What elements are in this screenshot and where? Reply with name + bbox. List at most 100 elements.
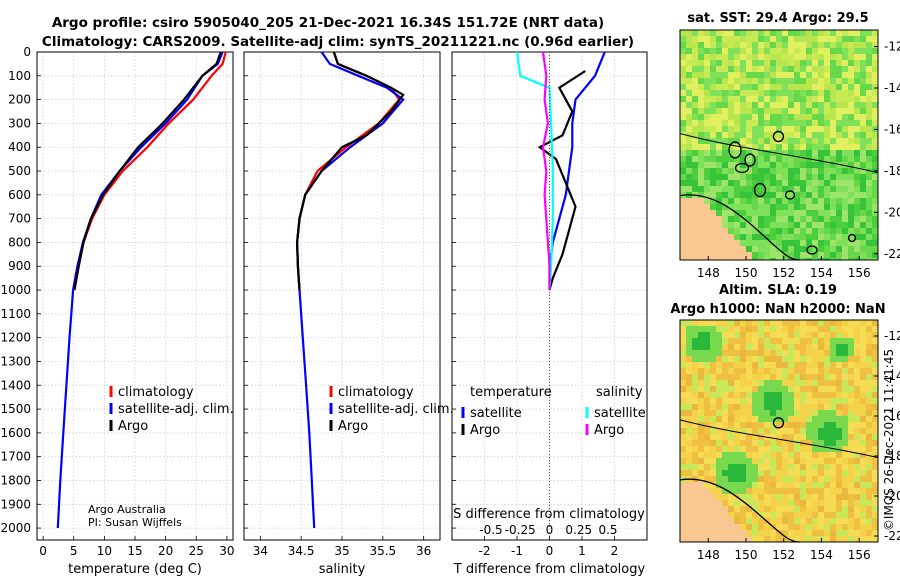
map-cell: [818, 156, 824, 162]
map-cell: [686, 392, 692, 398]
map-cell: [722, 368, 728, 374]
map-cell: [752, 386, 758, 392]
map-cell: [860, 428, 866, 434]
map-cell: [860, 422, 866, 428]
map-cell: [758, 500, 764, 506]
map-cell: [728, 518, 734, 524]
y-tick-label: -12: [884, 329, 900, 343]
map-cell: [770, 36, 776, 42]
map-cell: [782, 78, 788, 84]
map-cell: [788, 422, 794, 428]
map-cell: [866, 138, 872, 144]
map-cell: [866, 380, 872, 386]
map-cell: [770, 120, 776, 126]
map-cell: [782, 326, 788, 332]
map-cell: [812, 518, 818, 524]
map-cell: [728, 524, 734, 530]
map-cell: [692, 246, 698, 252]
map-cell: [794, 120, 800, 126]
map-cell: [716, 198, 722, 204]
map-cell: [758, 530, 764, 536]
map-cell: [848, 512, 854, 518]
map-cell: [770, 252, 776, 258]
map-cell: [752, 108, 758, 114]
series-line: [295, 51, 401, 291]
map-cell: [782, 150, 788, 156]
map-cell: [722, 204, 728, 210]
map-cell: [812, 150, 818, 156]
map-cell: [716, 240, 722, 246]
x-tick-label: 30: [219, 544, 234, 558]
map-cell: [752, 198, 758, 204]
map-cell: [728, 42, 734, 48]
map-cell: [728, 54, 734, 60]
map-cell: [728, 66, 734, 72]
map-cell: [866, 210, 872, 216]
map-cell: [788, 398, 794, 404]
map-cell: [788, 446, 794, 452]
map-cell: [824, 174, 830, 180]
map-cell: [800, 422, 806, 428]
map-cell: [860, 186, 866, 192]
map-cell: [752, 332, 758, 338]
map-cell: [698, 210, 704, 216]
map-cell: [752, 530, 758, 536]
map-cell: [806, 144, 812, 150]
map-cell: [776, 72, 782, 78]
map-cell: [716, 246, 722, 252]
map-cell: [794, 30, 800, 36]
map-cell: [680, 138, 686, 144]
map-cell: [842, 392, 848, 398]
y-tick-label: 200: [8, 93, 31, 107]
map-cell: [722, 506, 728, 512]
map-cell: [698, 234, 704, 240]
map-cell: [830, 216, 836, 222]
legend-label: Argo: [118, 419, 148, 434]
map-cell: [740, 338, 746, 344]
map-cell: [860, 416, 866, 422]
map-cell: [758, 174, 764, 180]
series-line: [537, 70, 586, 291]
map-cell: [806, 482, 812, 488]
map-cell: [746, 126, 752, 132]
map-cell: [770, 494, 776, 500]
map-cell: [872, 258, 878, 260]
map-cell: [692, 216, 698, 222]
map-cell: [716, 488, 722, 494]
map-cell: [806, 416, 812, 422]
map-cell: [686, 216, 692, 222]
map-cell: [686, 144, 692, 150]
map-cell: [722, 42, 728, 48]
map-cell: [740, 434, 746, 440]
map-cell: [710, 216, 716, 222]
map-cell: [770, 84, 776, 90]
map-cell: [866, 258, 872, 260]
map-cell: [830, 90, 836, 96]
map-cell: [716, 362, 722, 368]
top-tick-label: 0.5: [598, 523, 617, 537]
y-tick-label: -14: [884, 81, 900, 95]
map-cell: [680, 204, 686, 210]
map-cell: [722, 362, 728, 368]
map-cell: [788, 320, 794, 326]
map-cell: [842, 524, 848, 530]
map-cell: [686, 90, 692, 96]
map-cell: [848, 344, 854, 350]
series-line: [515, 51, 554, 291]
map-cell: [698, 452, 704, 458]
map-cell: [716, 156, 722, 162]
map-cell: [806, 320, 812, 326]
map-cell: [842, 102, 848, 108]
map-cell: [866, 228, 872, 234]
map-cell: [764, 458, 770, 464]
map-cell: [812, 96, 818, 102]
map-cell: [812, 36, 818, 42]
map-cell: [728, 60, 734, 66]
map-cell: [704, 518, 710, 524]
map-cell: [800, 174, 806, 180]
map-cell: [764, 464, 770, 470]
map-cell: [722, 252, 728, 258]
map-cell: [812, 410, 818, 416]
map-cell: [728, 258, 734, 260]
map-cell: [800, 344, 806, 350]
